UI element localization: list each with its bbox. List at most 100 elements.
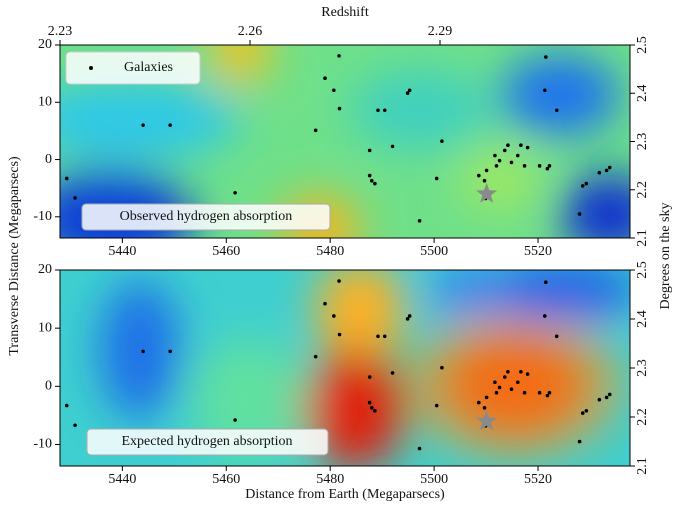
galaxy-point [482, 406, 487, 410]
galaxy-point [542, 88, 547, 93]
galaxy-point [502, 375, 507, 379]
galaxy-point [544, 280, 548, 285]
galaxy-point [73, 423, 77, 428]
y2-tick-label: 2.1 [635, 229, 650, 247]
x-tick-label: 5520 [524, 472, 552, 487]
galaxy-point [604, 168, 609, 173]
annotation-box [81, 203, 331, 231]
galaxy-point [545, 393, 550, 398]
galaxy-point [484, 395, 489, 400]
galaxy-point [519, 143, 523, 148]
star-marker [476, 410, 498, 431]
legend-marker [89, 66, 93, 70]
galaxy-point [390, 371, 395, 375]
galaxy-point [168, 123, 172, 127]
galaxy-point [506, 369, 510, 374]
y2-tick-label: 2.2 [635, 408, 650, 426]
y-tick-label: 0 [45, 379, 52, 394]
annotation: Observed hydrogen absorption [120, 209, 293, 224]
galaxy-point [554, 334, 559, 339]
galaxy-point [537, 164, 542, 168]
galaxy-point [577, 212, 582, 216]
galaxy-point [233, 418, 237, 422]
galaxy-point [497, 385, 502, 390]
y-axis-label: Transverse Distance (Megaparsecs) [7, 156, 22, 356]
galaxy-point [545, 166, 550, 171]
galaxy-point [515, 380, 520, 385]
galaxy-point [313, 354, 318, 359]
galaxy-point [580, 411, 585, 415]
galaxy-point [577, 439, 582, 444]
galaxy-point [367, 375, 372, 379]
galaxy-point [537, 390, 542, 395]
galaxy-point [323, 76, 327, 81]
y-tick-label: 20 [38, 262, 52, 277]
galaxy-point [476, 400, 481, 405]
galaxy-point [509, 160, 514, 165]
y2-tick-label: 2.1 [635, 457, 650, 475]
y-tick-label: -10 [33, 209, 52, 224]
galaxy-point [373, 408, 377, 413]
galaxy-point [494, 164, 499, 168]
y2-tick-label: 2.5 [635, 261, 650, 279]
annotation-box [86, 428, 329, 456]
galaxy-point [547, 164, 552, 168]
y-tick-label: -10 [33, 437, 52, 452]
galaxy-point [584, 181, 589, 186]
galaxy-point [390, 144, 395, 149]
x-tick-label: 5440 [108, 244, 136, 259]
legend-label: Galaxies [124, 60, 173, 75]
galaxy-point [405, 91, 410, 95]
galaxy-point [323, 301, 327, 306]
x2-tick-label: 2.23 [48, 24, 73, 39]
galaxy-point [519, 369, 523, 374]
y-tick-label: 0 [45, 152, 52, 167]
heatmap [60, 45, 630, 238]
y2-tick-label: 2.3 [635, 133, 650, 151]
galaxy-point [434, 403, 439, 408]
galaxy-point [482, 178, 487, 183]
galaxy-point [376, 108, 380, 113]
galaxy-point [73, 196, 77, 200]
galaxy-point [369, 406, 374, 410]
galaxy-point [407, 88, 412, 93]
galaxy-point [515, 153, 520, 158]
y-tick-label: 20 [38, 37, 52, 52]
galaxy-point [168, 349, 172, 354]
galaxy-point [580, 184, 585, 188]
galaxy-point [417, 446, 422, 451]
y2-tick-label: 2.3 [635, 359, 650, 377]
galaxy-point [369, 178, 374, 183]
x2-axis-label: Redshift [321, 5, 369, 20]
galaxy-point [525, 145, 530, 150]
galaxy-point [434, 176, 439, 181]
x-tick-label: 5460 [212, 472, 240, 487]
heatmap [60, 270, 630, 466]
galaxy-point [332, 314, 336, 318]
galaxy-point [382, 334, 387, 339]
galaxy-point [484, 168, 489, 173]
galaxy-point [604, 395, 609, 400]
y-tick-label: 10 [38, 320, 52, 335]
galaxy-point [337, 54, 341, 58]
galaxy-point [376, 334, 380, 339]
galaxy-point [440, 139, 444, 144]
x-tick-label: 5500 [420, 472, 448, 487]
x2-tick-label: 2.26 [238, 24, 263, 39]
galaxy-point [313, 128, 318, 133]
galaxy-point [337, 279, 341, 283]
galaxy-point [493, 380, 497, 385]
galaxy-point [522, 164, 527, 168]
galaxy-point [525, 372, 530, 376]
star-marker [476, 182, 498, 203]
galaxy-point [597, 397, 602, 402]
y2-tick-label: 2.4 [635, 85, 650, 103]
galaxy-point [440, 365, 444, 370]
galaxy-point [497, 158, 502, 163]
galaxy-point [476, 173, 481, 178]
galaxy-point [337, 332, 342, 337]
galaxy-point [233, 190, 237, 195]
galaxy-point [509, 387, 514, 392]
galaxy-point [373, 181, 377, 186]
galaxy-point [544, 55, 548, 59]
